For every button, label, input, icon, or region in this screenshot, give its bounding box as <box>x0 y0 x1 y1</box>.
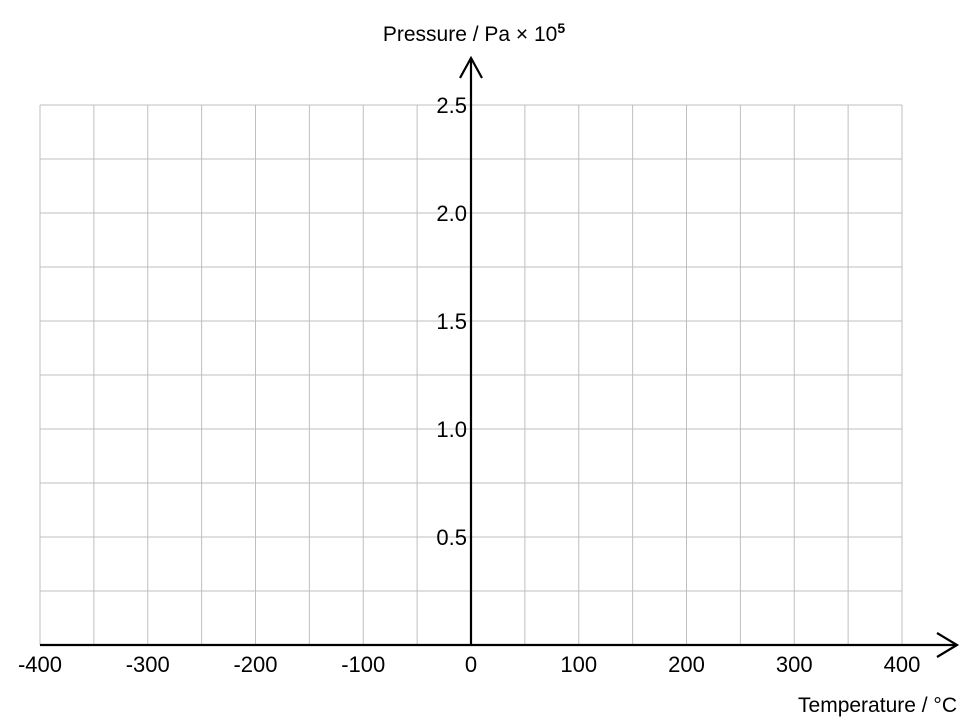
x-tick-label: 300 <box>776 652 813 677</box>
x-tick-label: 200 <box>668 652 705 677</box>
x-tick-labels: -400 -300 -200 -100 0 100 200 300 400 <box>18 652 920 677</box>
y-tick-label: 0.5 <box>436 525 467 550</box>
y-tick-labels: 0.5 1.0 1.5 2.0 2.5 <box>436 93 467 550</box>
y-axis-arrowhead <box>459 55 483 79</box>
x-axis-arrowhead <box>936 632 960 658</box>
x-tick-label: 400 <box>884 652 921 677</box>
y-tick-label: 1.0 <box>436 417 467 442</box>
x-tick-label: -400 <box>18 652 62 677</box>
x-tick-label: 0 <box>465 652 477 677</box>
x-tick-label: -100 <box>341 652 385 677</box>
x-axis-title: Temperature / °C <box>798 694 957 717</box>
x-tick-label: -200 <box>233 652 277 677</box>
y-axis-title: Pressure / Pa × 105 <box>383 20 566 46</box>
axes <box>40 55 960 658</box>
y-axis-title-main: Pressure / Pa × 10 <box>383 23 558 46</box>
y-axis-title-superscript: 5 <box>557 20 565 36</box>
x-tick-label: 100 <box>560 652 597 677</box>
y-tick-label: 2.5 <box>436 93 467 118</box>
y-tick-label: 2.0 <box>436 201 467 226</box>
x-tick-label: -300 <box>126 652 170 677</box>
y-tick-label: 1.5 <box>436 309 467 334</box>
